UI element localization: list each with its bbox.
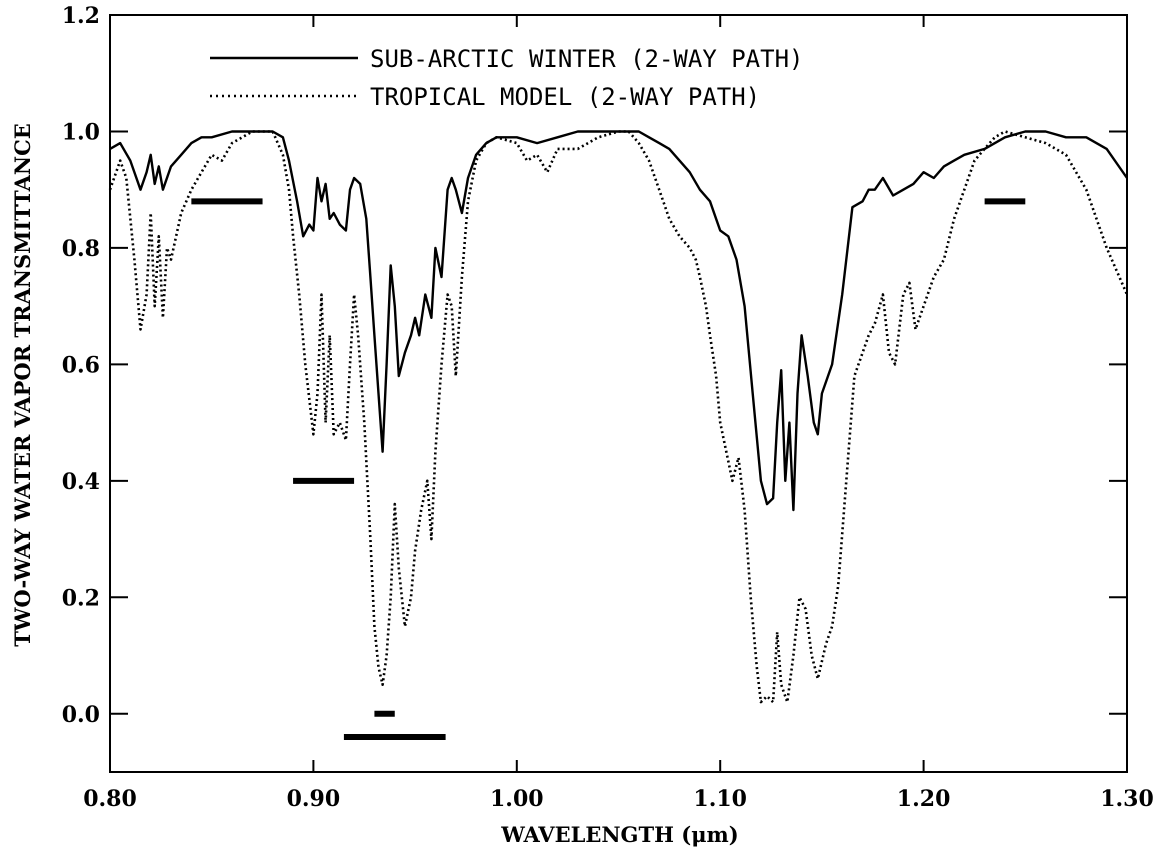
- y-tick-label: 0.2: [62, 585, 100, 611]
- annotation-bars: [191, 198, 1026, 741]
- legend-label-tropical-model: TROPICAL MODEL (2-WAY PATH): [370, 83, 760, 111]
- y-tick-label: 0.6: [62, 352, 100, 378]
- x-tick-label: 0.80: [83, 786, 137, 812]
- series-layer: [108, 130, 1129, 704]
- x-axis-title: WAVELENGTH (μm): [500, 822, 738, 847]
- legend-label-sub-arctic-winter: SUB-ARCTIC WINTER (2-WAY PATH): [370, 45, 803, 73]
- legend: SUB-ARCTIC WINTER (2-WAY PATH) TROPICAL …: [210, 45, 803, 111]
- y-tick-label: 0.4: [62, 469, 100, 495]
- x-tick-label: 1.00: [490, 786, 544, 812]
- x-axis-ticks: 0.80 0.90 1.00 1.10 1.20 1.30: [83, 15, 1154, 812]
- x-tick-label: 1.30: [1100, 786, 1154, 812]
- y-axis-ticks: 0.0 0.2 0.4 0.6 0.8 1.0 1.2: [62, 3, 1127, 728]
- x-tick-label: 1.20: [897, 786, 951, 812]
- plot-area: 0.80 0.90 1.00 1.10 1.20 1.30 0.00.20.40.60.8…: [62, 3, 1154, 812]
- series-line-tropical-model: [108, 130, 1129, 704]
- plot-frame: [109, 14, 1128, 773]
- y-tick-label: 1.0: [62, 119, 100, 145]
- series-line-sub-arctic-winter: [109, 130, 1128, 512]
- y-tick-label: 0.8: [62, 236, 100, 262]
- y-tick-label: 1.2: [62, 3, 100, 29]
- x-tick-label: 0.90: [287, 786, 341, 812]
- y-tick-label: 0.0: [62, 702, 100, 728]
- y-axis-title: TWO-WAY WATER VAPOR TRANSMITTANCE: [10, 123, 35, 647]
- x-tick-label: 1.10: [693, 786, 747, 812]
